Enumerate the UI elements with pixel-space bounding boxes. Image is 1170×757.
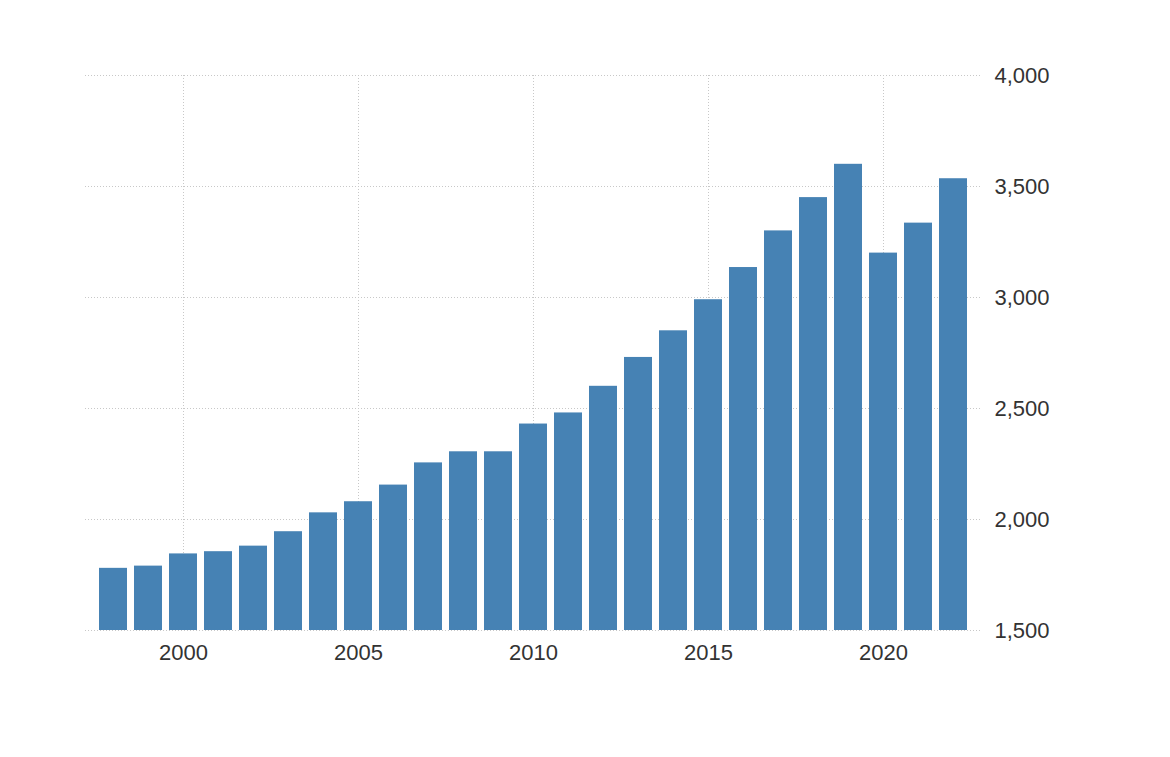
svg-text:2010: 2010 [509, 640, 558, 665]
svg-text:4,000: 4,000 [995, 63, 1050, 88]
svg-text:2000: 2000 [159, 640, 208, 665]
svg-text:2015: 2015 [684, 640, 733, 665]
svg-text:2005: 2005 [334, 640, 383, 665]
svg-text:2,500: 2,500 [995, 396, 1050, 421]
svg-text:3,500: 3,500 [995, 174, 1050, 199]
svg-text:2020: 2020 [859, 640, 908, 665]
svg-text:1,500: 1,500 [995, 618, 1050, 643]
svg-text:2,000: 2,000 [995, 507, 1050, 532]
svg-text:3,000: 3,000 [995, 285, 1050, 310]
